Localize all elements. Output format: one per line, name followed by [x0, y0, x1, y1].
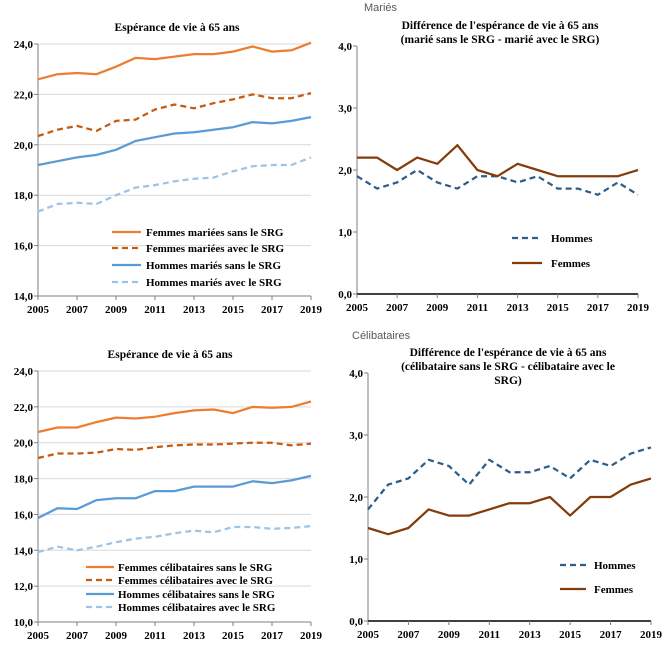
- x-tick-label: 2013: [519, 629, 542, 641]
- series-line-1: [356, 168, 639, 196]
- x-tick-label: 2005: [27, 630, 50, 642]
- series-line-2: [37, 92, 312, 138]
- chart-title-line: Espérance de vie à 65 ans: [108, 349, 233, 361]
- legend: Femmes mariées sans le SRG Femmes mariées…: [112, 227, 285, 289]
- x-tick-label: 2017: [587, 302, 610, 314]
- x-tick-label: 2007: [66, 630, 89, 642]
- x-tick-label: 2009: [105, 630, 128, 642]
- y-tick-label: 2,0: [349, 492, 363, 504]
- x-tick-label: 2005: [27, 304, 50, 316]
- x-tick-label: 2013: [183, 304, 206, 316]
- legend: Hommes Femmes: [560, 560, 636, 596]
- x-tick-label: 2013: [507, 302, 530, 314]
- legend-label: Hommes mariés avec le SRG: [146, 277, 282, 289]
- legend-label: Femmes célibataires avec le SRG: [118, 575, 273, 587]
- y-tick-label: 1,0: [338, 227, 352, 239]
- series-line-4: [37, 524, 312, 554]
- x-tick-label: 2015: [222, 304, 245, 316]
- y-tick-label: 12,0: [14, 581, 34, 593]
- y-tick-label: 18,0: [14, 190, 34, 202]
- legend-label: Femmes célibataires sans le SRG: [118, 562, 273, 574]
- legend-label: Femmes: [551, 258, 591, 270]
- legend-label: Femmes mariées sans le SRG: [146, 227, 284, 239]
- x-tick-label: 2017: [261, 630, 284, 642]
- x-tick-label: 2011: [144, 630, 165, 642]
- x-tick-label: 2019: [627, 302, 650, 314]
- x-tick-label: 2019: [300, 304, 323, 316]
- chart-title-line: Espérance de vie à 65 ans: [115, 22, 240, 34]
- x-tick-label: 2011: [144, 304, 165, 316]
- x-tick-label: 2007: [397, 629, 420, 641]
- legend-label: Hommes célibataires sans le SRG: [118, 589, 275, 601]
- x-tick-label: 2005: [357, 629, 380, 641]
- x-tick-label: 2015: [222, 630, 245, 642]
- y-tick-label: 10,0: [14, 617, 34, 629]
- x-tick-label: 2019: [640, 629, 663, 641]
- x-tick-label: 2011: [479, 629, 500, 641]
- x-tick-label: 2005: [346, 302, 369, 314]
- y-tick-label: 0,0: [349, 616, 363, 628]
- chart-title-line: Différence de l'espérance de vie à 65 an…: [402, 20, 599, 32]
- x-tick-label: 2015: [559, 629, 582, 641]
- section-label-married: Mariés: [364, 2, 398, 14]
- series-line-1: [37, 400, 312, 434]
- y-tick-label: 22,0: [14, 402, 34, 414]
- chart-title-line: (marié sans le SRG - marié avec le SRG): [401, 34, 600, 46]
- series-line-2: [37, 441, 312, 460]
- chart-title-line: SRG): [494, 375, 522, 387]
- y-tick-label: 20,0: [14, 438, 34, 450]
- series-line-2: [367, 477, 652, 536]
- x-tick-label: 2011: [467, 302, 488, 314]
- y-tick-label: 0,0: [338, 289, 352, 301]
- y-tick-label: 16,0: [14, 509, 34, 521]
- series-line-3: [37, 474, 312, 520]
- y-tick-label: 4,0: [349, 368, 363, 380]
- x-tick-label: 2007: [386, 302, 409, 314]
- y-tick-label: 3,0: [338, 103, 352, 115]
- legend-label: Femmes mariées avec le SRG: [146, 243, 285, 255]
- legend: Hommes Femmes: [512, 233, 593, 270]
- legend-label: Femmes: [594, 584, 634, 596]
- series-line-4: [37, 156, 312, 213]
- chart-title-line: Différence de l'espérance de vie à 65 an…: [410, 347, 607, 359]
- x-tick-label: 2019: [300, 630, 323, 642]
- series-line-3: [37, 115, 312, 167]
- y-tick-label: 20,0: [14, 140, 34, 152]
- y-tick-label: 1,0: [349, 554, 363, 566]
- section-label-single: Célibataires: [352, 330, 411, 342]
- y-tick-label: 4,0: [338, 41, 352, 53]
- y-tick-label: 2,0: [338, 165, 352, 177]
- x-tick-label: 2007: [66, 304, 89, 316]
- y-tick-label: 16,0: [14, 241, 34, 253]
- y-tick-label: 22,0: [14, 89, 34, 101]
- legend-label: Hommes: [594, 560, 636, 572]
- y-tick-label: 24,0: [14, 39, 34, 51]
- x-tick-label: 2017: [600, 629, 623, 641]
- chart-single-diff: Différence de l'espérance de vie à 65 an…: [349, 347, 662, 641]
- y-tick-label: 14,0: [14, 545, 34, 557]
- x-tick-label: 2009: [105, 304, 128, 316]
- chart-title-line: (célibataire sans le SRG - célibataire a…: [401, 361, 615, 373]
- series-line-1: [37, 41, 312, 81]
- series-line-1: [367, 446, 652, 511]
- x-tick-label: 2013: [183, 630, 206, 642]
- chart-married-diff: Différence de l'espérance de vie à 65 an…: [338, 20, 649, 314]
- y-tick-label: 18,0: [14, 474, 34, 486]
- x-tick-label: 2015: [547, 302, 570, 314]
- legend-label: Hommes célibataires avec le SRG: [118, 602, 276, 614]
- y-tick-label: 14,0: [14, 291, 34, 303]
- x-tick-label: 2009: [426, 302, 449, 314]
- series-line-2: [357, 144, 639, 178]
- legend-label: Hommes: [551, 233, 593, 245]
- chart-married-level: Espérance de vie à 65 ans 14,0 16,0 18,0 20,…: [14, 22, 323, 316]
- x-tick-label: 2017: [261, 304, 284, 316]
- legend-label: Hommes mariés sans le SRG: [146, 260, 281, 272]
- y-tick-label: 3,0: [349, 430, 363, 442]
- chart-single-level: Espérance de vie à 65 ans 10,0 12,0 14,0 16,…: [14, 349, 323, 642]
- x-tick-label: 2009: [438, 629, 461, 641]
- y-tick-label: 24,0: [14, 366, 34, 378]
